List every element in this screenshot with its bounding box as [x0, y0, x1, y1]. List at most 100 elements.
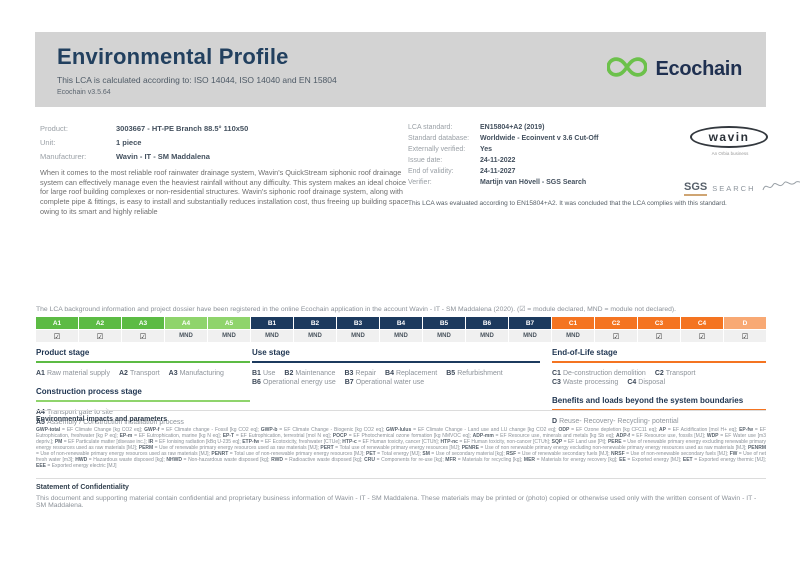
stage-item-d: D Reuse- Recovery- Recycling- potential: [552, 417, 679, 426]
impact-term: PERM: [138, 445, 154, 451]
module-status-cell-a4: MND: [165, 330, 207, 342]
impact-term: SM: [422, 451, 430, 457]
info-row: Verifier: Martijn van Hövell - SGS Search: [408, 179, 708, 186]
impact-term: IR: [148, 439, 154, 445]
registration-note: The LCA background information and proje…: [36, 306, 677, 313]
stage-item-c1: C1 De-construction demolition: [552, 369, 646, 378]
sgs-verification-block: SGS SEARCH: [684, 178, 800, 199]
info-value: Yes: [480, 146, 493, 153]
impact-term: HWD: [75, 457, 88, 463]
sgs-search-text: SEARCH: [712, 184, 756, 193]
info-value: EN15804+A2 (2019): [480, 124, 545, 131]
info-label: Unit:: [40, 138, 56, 147]
stage-item-label: Manufacturing: [179, 370, 224, 377]
info-row: Externally verified: Yes: [408, 146, 708, 153]
impact-term: ADP-mm: [472, 433, 494, 439]
stage-item-label: Refurbishment: [457, 370, 503, 377]
stage-items: B1 Use B2 Maintenance B3 Repair B4 Replacement B…: [252, 369, 540, 387]
stage-item-label: Replacement: [395, 370, 438, 377]
stage-item-label: Transport: [665, 370, 696, 377]
stage-item-b2: B2 Maintenance: [284, 369, 335, 378]
stage-item-code: B5: [446, 370, 456, 377]
module-header-cell-c1: C1: [552, 317, 594, 329]
impact-term: ADP-f: [616, 433, 630, 439]
impact-term: NHWD: [166, 457, 182, 463]
info-label: Issue date:: [408, 157, 443, 164]
info-label: Product:: [40, 124, 68, 133]
impact-term: FW: [729, 451, 738, 457]
impact-term: PENRE: [461, 445, 479, 451]
impact-term: MER: [523, 457, 536, 463]
info-label: Manufacturer:: [40, 152, 87, 161]
module-header-cell-a3: A3: [122, 317, 164, 329]
module-header-cell-a5: A5: [208, 317, 250, 329]
wavin-logo: wavin An Orbia business: [690, 126, 770, 156]
stage-legend-product-column: Product stage A1 Raw material supply A2 Tran…: [36, 348, 250, 436]
info-value: 24-11-2027: [480, 168, 516, 175]
app-version: Ecochain v3.5.64: [57, 88, 111, 96]
stage-items: A1 Raw material supply A2 Transport A3 Manufa…: [36, 369, 250, 378]
stage-item-b5: B5 Refurbishment: [446, 369, 502, 378]
module-header-cell-b6: B6: [466, 317, 508, 329]
info-row: Unit: 1 piece: [40, 138, 410, 147]
impacts-heading: Environmental impacts and parameters: [36, 416, 168, 423]
stage-heading: Product stage: [36, 348, 250, 363]
impact-term: EET: [682, 457, 693, 463]
page-subtitle: This LCA is calculated according to: ISO…: [57, 74, 337, 85]
impact-term: EP-T: [222, 433, 235, 439]
ecochain-logo: Ecochain: [606, 55, 742, 84]
impact-term: GWP-lulus: [385, 427, 412, 433]
info-value: Worldwide - Ecoinvent v 3.6 Cut-Off: [480, 135, 599, 142]
stage-items: A4 Transport gate to site A5 Assembly / Con…: [36, 408, 250, 427]
info-label: End of validity:: [408, 168, 454, 175]
module-status-cell-c1: MND: [552, 330, 594, 342]
stage-item-label: Transport: [129, 370, 160, 377]
impact-term: PENRM: [747, 445, 766, 451]
confidentiality-section: Statement of Confidentiality This docume…: [36, 478, 766, 509]
info-row: LCA standard: EN15804+A2 (2019): [408, 124, 708, 131]
module-status-cell-c4: ☑: [681, 330, 723, 342]
module-status-cell-b5: MND: [423, 330, 465, 342]
stage-item-code: B1: [252, 370, 261, 377]
impact-term: RWD: [271, 457, 284, 463]
stage-legend-use-column: Use stage B1 Use B2 Maintenance B3 Repair B4 Rep…: [252, 348, 540, 396]
stage-items: C1 De-construction demolition C2 Transport C…: [552, 369, 766, 387]
module-status-cell-a1: ☑: [36, 330, 78, 342]
module-status-cell-a3: ☑: [122, 330, 164, 342]
stage-item-code: C3: [552, 379, 561, 387]
impacts-definitions: GWP-total = EF Climate Change [kg CO2 eq…: [36, 427, 767, 469]
stage-item-code: C2: [654, 370, 664, 377]
stage-block: Use stage B1 Use B2 Maintenance B3 Repair B4 Rep…: [252, 348, 540, 387]
module-header-cell-c2: C2: [595, 317, 637, 329]
info-row: Standard database: Worldwide - Ecoinvent …: [408, 135, 708, 142]
confidentiality-text: This document and supporting material co…: [36, 495, 757, 509]
stage-block: End-of-Life stage C1 De-construction demol…: [552, 348, 766, 387]
module-header-cell-d: D: [724, 317, 766, 329]
stage-item-label: Use: [262, 370, 276, 377]
impact-term: GWP-b: [260, 427, 278, 433]
stage-item-a2: A2 Transport: [119, 369, 160, 378]
ecochain-logo-text: Ecochain: [655, 58, 742, 80]
module-header-cell-b7: B7: [509, 317, 551, 329]
stage-item-label: Maintenance: [295, 370, 336, 377]
stage-item-label: Reuse- Recovery- Recycling- potential: [559, 418, 679, 426]
stage-item-code: D: [552, 418, 558, 426]
info-row: Issue date: 24-11-2022: [408, 157, 708, 164]
impact-term: EP-fw: [739, 427, 753, 433]
impact-term: SQP: [551, 439, 563, 445]
module-header-cell-c4: C4: [681, 317, 723, 329]
lca-info-list: LCA standard: EN15804+A2 (2019) Standard d…: [408, 124, 708, 190]
impact-term: AP: [659, 427, 666, 433]
stage-item-label: Assembly / Construction installation pro…: [46, 419, 184, 427]
stage-item-label: Operational energy use: [262, 379, 336, 387]
info-value: Martijn van Hövell - SGS Search: [480, 179, 587, 186]
module-table-header-row: A1 A2 A3 A4 A5 B1 B2 B3 B4 B5 B6 B7 C1 C2 C3 C4 D: [36, 317, 766, 329]
info-value: Wavin - IT - SM Maddalena: [116, 152, 210, 161]
stage-item-a3: A3 Manufacturing: [169, 369, 224, 378]
header-text-block: Environmental Profile This LCA is calcul…: [57, 44, 337, 96]
module-status-cell-a5: MND: [208, 330, 250, 342]
confidentiality-heading: Statement of Confidentiality: [36, 484, 129, 491]
module-header-cell-a2: A2: [79, 317, 121, 329]
stage-item-code: B3: [344, 370, 354, 377]
